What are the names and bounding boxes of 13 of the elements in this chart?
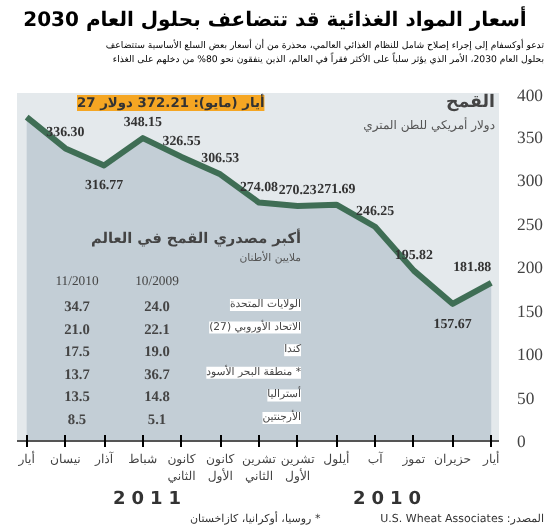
text: 2010 [350,488,430,513]
text: 2011 [110,488,190,514]
text: القمح [446,93,496,113]
y-tick-label: 300 [517,170,543,190]
y-tick-label: 50 [517,387,535,408]
y-tick-label: 200 [517,257,543,277]
chart-title: أسعار المواد الغذائية قد تتضاعف بحلول العام 2030 [21,6,529,36]
y-tick-label: 0 [517,431,526,451]
y-tick-label: 150 [517,300,543,321]
y-tick-label: 400 [517,85,543,105]
y-tick-label: 250 [517,213,543,234]
y-tick-label: 100 [517,344,543,364]
y-tick-label: 350 [517,126,543,147]
